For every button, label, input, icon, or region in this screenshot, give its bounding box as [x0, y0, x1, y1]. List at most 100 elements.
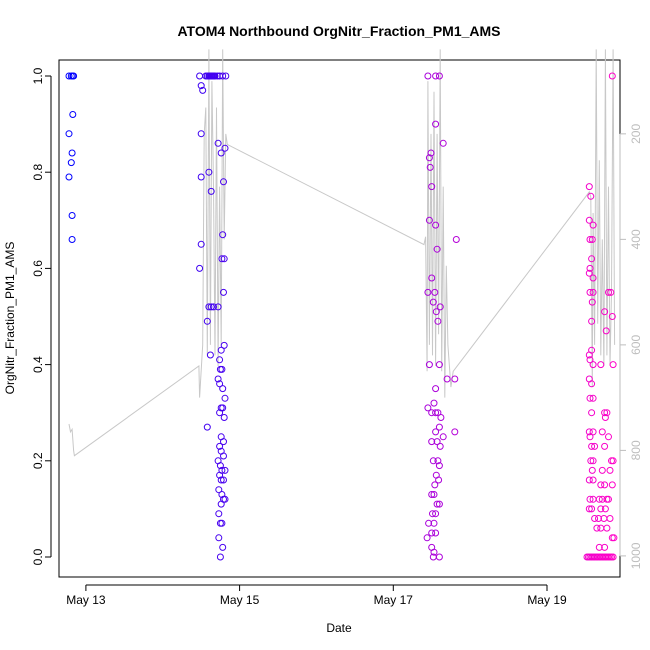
data-point [214, 303, 222, 311]
data-point [428, 529, 436, 537]
data-point [598, 466, 606, 474]
data-point [215, 486, 223, 494]
data-point [586, 264, 594, 272]
y-tick-label: 0.2 [31, 452, 45, 469]
data-point [597, 481, 605, 489]
data-point [589, 361, 597, 369]
data-point [216, 442, 224, 450]
data-point [221, 144, 229, 152]
data-point [607, 288, 615, 296]
data-point [220, 288, 227, 296]
data-point [216, 409, 224, 417]
x-tick-label: May 19 [527, 593, 567, 607]
data-point [69, 111, 77, 118]
data-point [205, 303, 213, 311]
data-points [65, 72, 618, 561]
data-point [606, 515, 614, 522]
data-point [585, 428, 593, 436]
data-point [220, 341, 228, 349]
right-tick-label: 1000 [629, 542, 643, 569]
data-point [586, 495, 594, 503]
data-point [217, 500, 225, 508]
data-point [203, 317, 211, 325]
data-point [589, 394, 597, 402]
data-point [425, 216, 433, 224]
data-point [589, 428, 597, 436]
data-point [206, 351, 214, 359]
data-point [435, 423, 443, 431]
data-point [585, 216, 593, 224]
data-point [432, 72, 440, 80]
data-point [431, 481, 439, 489]
x-axis-label: Date [326, 621, 352, 635]
y-tick-label: 0.8 [31, 164, 45, 181]
data-point [218, 365, 226, 373]
data-point [221, 495, 229, 503]
data-point [68, 236, 76, 243]
data-point [586, 356, 594, 364]
data-point [597, 505, 605, 513]
data-point [432, 385, 440, 393]
y-tick-label: 0.4 [31, 356, 45, 373]
right-tick-label: 400 [629, 229, 643, 249]
data-point [425, 361, 433, 369]
data-point [215, 510, 223, 518]
data-point [432, 529, 440, 537]
data-point [424, 288, 432, 296]
data-point [70, 72, 78, 80]
data-point [219, 231, 227, 239]
data-point [586, 394, 594, 402]
data-point [432, 120, 440, 128]
data-point [207, 303, 215, 311]
data-point [595, 515, 602, 522]
data-point [435, 476, 443, 484]
data-point [432, 308, 440, 316]
data-point [601, 308, 609, 316]
data-point [608, 481, 616, 489]
data-point [589, 457, 597, 465]
data-point [585, 183, 593, 191]
data-point [586, 236, 594, 243]
data-point [432, 428, 440, 436]
data-point [426, 163, 434, 171]
data-point [65, 173, 73, 181]
data-point [432, 409, 440, 417]
data-point [429, 510, 436, 518]
data-point [605, 495, 612, 503]
data-point [425, 154, 433, 162]
data-point [434, 317, 442, 325]
data-point [436, 303, 444, 311]
data-point [216, 462, 224, 470]
data-point [605, 288, 612, 296]
data-point [601, 442, 609, 450]
data-point [436, 442, 444, 450]
data-point [586, 288, 594, 296]
data-point [219, 543, 227, 551]
data-point [593, 524, 601, 532]
data-point [588, 505, 596, 513]
data-point [430, 548, 438, 556]
data-point [589, 476, 597, 484]
data-point [435, 361, 443, 369]
data-point [439, 139, 447, 147]
right-tick-label: 200 [629, 124, 643, 144]
data-point [199, 86, 207, 94]
data-point [433, 438, 441, 446]
data-point [220, 452, 227, 460]
data-point [197, 173, 205, 181]
data-point [588, 346, 596, 354]
data-point [430, 491, 438, 498]
data-point [216, 553, 224, 561]
data-point [591, 515, 599, 522]
data-point [428, 438, 436, 446]
data-point [585, 269, 593, 277]
data-point [433, 245, 441, 253]
data-point [608, 72, 616, 80]
data-point [602, 327, 610, 335]
data-point [443, 375, 451, 383]
data-point [197, 82, 205, 90]
data-point [65, 72, 73, 80]
right-tick-label: 800 [629, 440, 643, 460]
data-point [425, 519, 433, 527]
data-point [215, 534, 223, 542]
